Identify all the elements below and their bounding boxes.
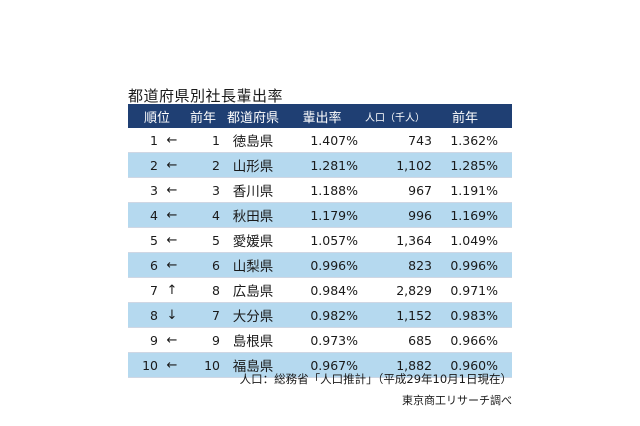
- rank-cell: 4: [128, 202, 158, 228]
- ratio-cell: 0.984%: [286, 277, 358, 303]
- previous-rank-cell: 3: [186, 177, 220, 203]
- rank-change-arrow-icon: ←: [158, 352, 186, 378]
- rank-cell: 9: [128, 327, 158, 353]
- table-row: 9 ← 9 島根県 0.973% 685 0.966%: [128, 327, 512, 353]
- table-row: 5 ← 5 愛媛県 1.057% 1,364 1.049%: [128, 227, 512, 253]
- rank-change-arrow-icon: ←: [158, 177, 186, 203]
- table-row: 8 ↓ 7 大分県 0.982% 1,152 0.983%: [128, 302, 512, 328]
- header-prev: 前年: [186, 104, 220, 128]
- last-year-ratio-cell: 1.049%: [432, 227, 512, 253]
- prefecture-cell: 島根県: [220, 327, 286, 353]
- table-row: 10 ← 10 福島県 0.967% 1,882 0.960%: [128, 352, 512, 378]
- last-year-ratio-cell: 1.191%: [432, 177, 512, 203]
- rank-cell: 1: [128, 128, 158, 153]
- rank-cell: 5: [128, 227, 158, 253]
- previous-rank-cell: 6: [186, 252, 220, 278]
- table-row: 1 ← 1 徳島県 1.407% 743 1.362%: [128, 128, 512, 153]
- prefecture-cell: 秋田県: [220, 202, 286, 228]
- last-year-ratio-cell: 0.996%: [432, 252, 512, 278]
- population-cell: 967: [358, 177, 432, 203]
- last-year-ratio-cell: 0.971%: [432, 277, 512, 303]
- table-row: 7 ↑ 8 広島県 0.984% 2,829 0.971%: [128, 277, 512, 303]
- last-year-ratio-cell: 0.983%: [432, 302, 512, 328]
- population-cell: 1,102: [358, 152, 432, 178]
- rank-cell: 6: [128, 252, 158, 278]
- prefecture-cell: 徳島県: [220, 128, 286, 153]
- ratio-cell: 1.057%: [286, 227, 358, 253]
- last-year-ratio-cell: 1.169%: [432, 202, 512, 228]
- previous-rank-cell: 4: [186, 202, 220, 228]
- table-row: 4 ← 4 秋田県 1.179% 996 1.169%: [128, 202, 512, 228]
- ratio-cell: 0.973%: [286, 327, 358, 353]
- header-rank: 順位: [128, 104, 186, 128]
- prefecture-cell: 愛媛県: [220, 227, 286, 253]
- prefecture-cell: 広島県: [220, 277, 286, 303]
- ratio-cell: 0.982%: [286, 302, 358, 328]
- credit-note: 東京商工リサーチ調べ: [402, 394, 512, 407]
- table-row: 3 ← 3 香川県 1.188% 967 1.191%: [128, 177, 512, 203]
- rank-change-arrow-icon: ←: [158, 227, 186, 253]
- rank-change-arrow-icon: ↓: [158, 302, 186, 328]
- rank-cell: 3: [128, 177, 158, 203]
- ratio-cell: 0.967%: [286, 352, 358, 378]
- prefecture-cell: 山形県: [220, 152, 286, 178]
- header-pref: 都道府県: [220, 104, 286, 128]
- rank-change-arrow-icon: ←: [158, 202, 186, 228]
- ratio-cell: 1.281%: [286, 152, 358, 178]
- last-year-ratio-cell: 1.285%: [432, 152, 512, 178]
- header-ratio: 輩出率: [286, 104, 358, 128]
- population-cell: 1,364: [358, 227, 432, 253]
- rank-cell: 7: [128, 277, 158, 303]
- last-year-ratio-cell: 0.960%: [432, 352, 512, 378]
- rank-cell: 2: [128, 152, 158, 178]
- population-cell: 2,829: [358, 277, 432, 303]
- ratio-cell: 1.407%: [286, 128, 358, 153]
- population-cell: 996: [358, 202, 432, 228]
- prefecture-cell: 大分県: [220, 302, 286, 328]
- header-last-year: 前年: [432, 104, 512, 128]
- previous-rank-cell: 10: [186, 352, 220, 378]
- population-cell: 1,882: [358, 352, 432, 378]
- last-year-ratio-cell: 0.966%: [432, 327, 512, 353]
- ratio-cell: 1.179%: [286, 202, 358, 228]
- prefecture-cell: 福島県: [220, 352, 286, 378]
- ratio-cell: 0.996%: [286, 252, 358, 278]
- rank-change-arrow-icon: ←: [158, 152, 186, 178]
- table-row: 2 ← 2 山形県 1.281% 1,102 1.285%: [128, 152, 512, 178]
- previous-rank-cell: 5: [186, 227, 220, 253]
- rank-change-arrow-icon: ←: [158, 327, 186, 353]
- table-title: 都道府県別社長輩出率: [128, 87, 284, 105]
- prefecture-cell: 香川県: [220, 177, 286, 203]
- population-cell: 1,152: [358, 302, 432, 328]
- population-cell: 685: [358, 327, 432, 353]
- last-year-ratio-cell: 1.362%: [432, 128, 512, 153]
- previous-rank-cell: 7: [186, 302, 220, 328]
- previous-rank-cell: 2: [186, 152, 220, 178]
- ratio-cell: 1.188%: [286, 177, 358, 203]
- rank-cell: 10: [128, 352, 158, 378]
- header-population: 人口（千人）: [358, 104, 432, 128]
- population-source-note: 人口：総務省「人口推計」（平成29年10月1日現在）: [239, 372, 512, 386]
- previous-rank-cell: 8: [186, 277, 220, 303]
- ranking-table: 順位 前年 都道府県 輩出率 人口（千人） 前年 1 ← 1 徳島県 1.407% 743…: [128, 104, 512, 378]
- population-cell: 823: [358, 252, 432, 278]
- previous-rank-cell: 1: [186, 128, 220, 153]
- rank-change-arrow-icon: ←: [158, 128, 186, 153]
- rank-cell: 8: [128, 302, 158, 328]
- table-row: 6 ← 6 山梨県 0.996% 823 0.996%: [128, 252, 512, 278]
- prefecture-cell: 山梨県: [220, 252, 286, 278]
- previous-rank-cell: 9: [186, 327, 220, 353]
- rank-change-arrow-icon: ↑: [158, 277, 186, 303]
- table-body: 1 ← 1 徳島県 1.407% 743 1.362% 2 ← 2 山形県 1.281% 1,102 1.…: [128, 128, 512, 378]
- rank-change-arrow-icon: ←: [158, 252, 186, 278]
- table-header-row: 順位 前年 都道府県 輩出率 人口（千人） 前年: [128, 104, 512, 128]
- population-cell: 743: [358, 128, 432, 153]
